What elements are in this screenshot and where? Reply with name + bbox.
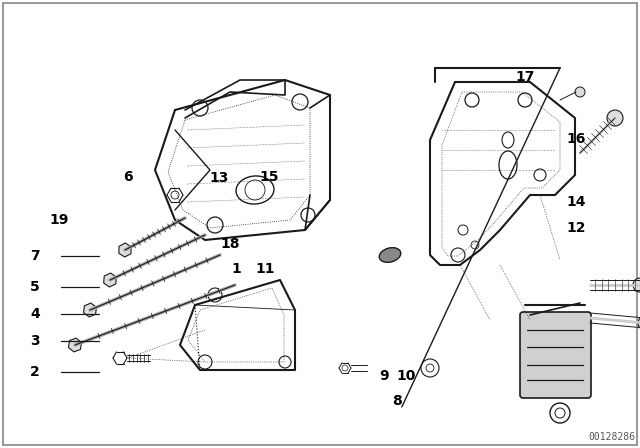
Text: 9: 9 xyxy=(379,369,389,383)
Circle shape xyxy=(607,110,623,126)
Circle shape xyxy=(633,278,640,292)
Text: 1: 1 xyxy=(232,262,242,276)
Circle shape xyxy=(638,316,640,330)
Polygon shape xyxy=(119,243,131,257)
Text: 19: 19 xyxy=(50,212,69,227)
Text: 17: 17 xyxy=(515,70,534,84)
Text: 3: 3 xyxy=(30,334,40,349)
FancyBboxPatch shape xyxy=(3,3,637,445)
Text: 11: 11 xyxy=(256,262,275,276)
Text: 6: 6 xyxy=(123,170,133,184)
Circle shape xyxy=(575,87,585,97)
Text: 10: 10 xyxy=(397,369,416,383)
Polygon shape xyxy=(68,338,81,352)
Text: 15: 15 xyxy=(259,170,278,185)
Text: 14: 14 xyxy=(566,194,586,209)
Polygon shape xyxy=(84,303,97,317)
Text: 4: 4 xyxy=(30,306,40,321)
Text: 5: 5 xyxy=(30,280,40,294)
Text: 8: 8 xyxy=(392,394,402,408)
Text: 13: 13 xyxy=(209,171,228,185)
Text: 16: 16 xyxy=(566,132,586,146)
Ellipse shape xyxy=(380,248,401,263)
Text: 7: 7 xyxy=(30,249,40,263)
Text: 18: 18 xyxy=(221,237,240,251)
Text: 00128286: 00128286 xyxy=(588,432,635,442)
Text: 12: 12 xyxy=(566,221,586,236)
Polygon shape xyxy=(104,273,116,287)
FancyBboxPatch shape xyxy=(520,312,591,398)
Text: 2: 2 xyxy=(30,365,40,379)
